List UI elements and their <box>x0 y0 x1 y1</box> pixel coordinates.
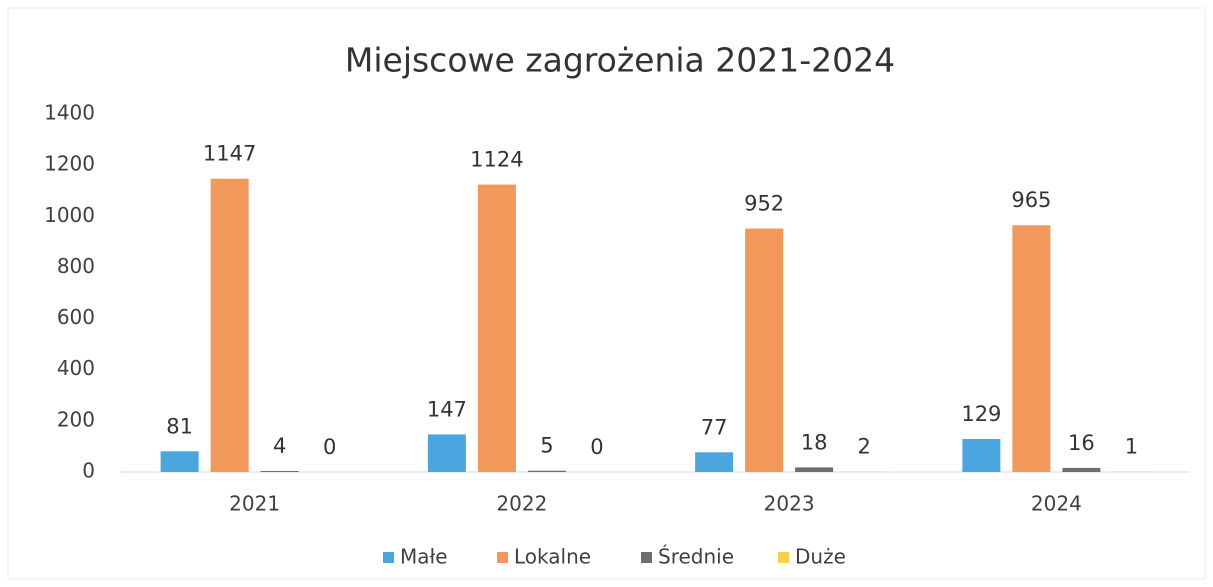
data-label: 81 <box>166 414 193 438</box>
y-tick-label: 1400 <box>44 101 95 125</box>
legend-label: Średnie <box>658 545 734 569</box>
y-tick-label: 600 <box>57 305 95 329</box>
bar <box>1012 225 1051 472</box>
bar <box>160 451 199 472</box>
data-label: 0 <box>590 435 603 459</box>
x-tick-label: 2023 <box>764 492 815 516</box>
data-label: 4 <box>273 434 286 458</box>
data-label: 147 <box>427 397 467 421</box>
data-label: 1124 <box>470 148 523 172</box>
chart-title: Miejscowe zagrożenia 2021-2024 <box>345 41 895 80</box>
bar <box>962 439 1001 472</box>
legend-marker <box>641 552 652 563</box>
y-tick-label: 1200 <box>44 152 95 176</box>
legend-label: Lokalne <box>514 545 591 569</box>
bar <box>210 178 249 472</box>
x-tick-label: 2024 <box>1031 492 1082 516</box>
data-label: 5 <box>540 434 553 458</box>
bar <box>695 452 734 472</box>
legend-label: Duże <box>795 545 846 569</box>
bar <box>1062 467 1101 472</box>
data-label: 2 <box>857 434 870 458</box>
bar <box>427 434 466 472</box>
data-label: 965 <box>1011 188 1051 212</box>
bar <box>477 184 516 472</box>
bar <box>745 228 784 472</box>
data-label: 0 <box>323 435 336 459</box>
legend-label: Małe <box>400 545 448 569</box>
y-tick-label: 800 <box>57 254 95 278</box>
y-tick-label: 200 <box>57 407 95 431</box>
x-tick-label: 2022 <box>496 492 547 516</box>
y-tick-label: 0 <box>82 459 95 483</box>
y-tick-label: 1000 <box>44 203 95 227</box>
data-label: 77 <box>701 415 728 439</box>
chart-area <box>7 7 1206 580</box>
bar <box>845 471 884 472</box>
data-label: 1147 <box>203 142 256 166</box>
legend-marker <box>383 552 394 563</box>
data-label: 16 <box>1068 431 1095 455</box>
bar <box>260 470 299 472</box>
bar <box>527 470 566 472</box>
x-tick-label: 2021 <box>229 492 280 516</box>
data-label: 952 <box>744 192 784 216</box>
legend-marker <box>778 552 789 563</box>
legend-marker <box>497 552 508 563</box>
bar <box>795 467 834 472</box>
data-label: 1 <box>1125 435 1138 459</box>
data-label: 18 <box>801 430 828 454</box>
data-label: 129 <box>961 402 1001 426</box>
y-tick-label: 400 <box>57 356 95 380</box>
